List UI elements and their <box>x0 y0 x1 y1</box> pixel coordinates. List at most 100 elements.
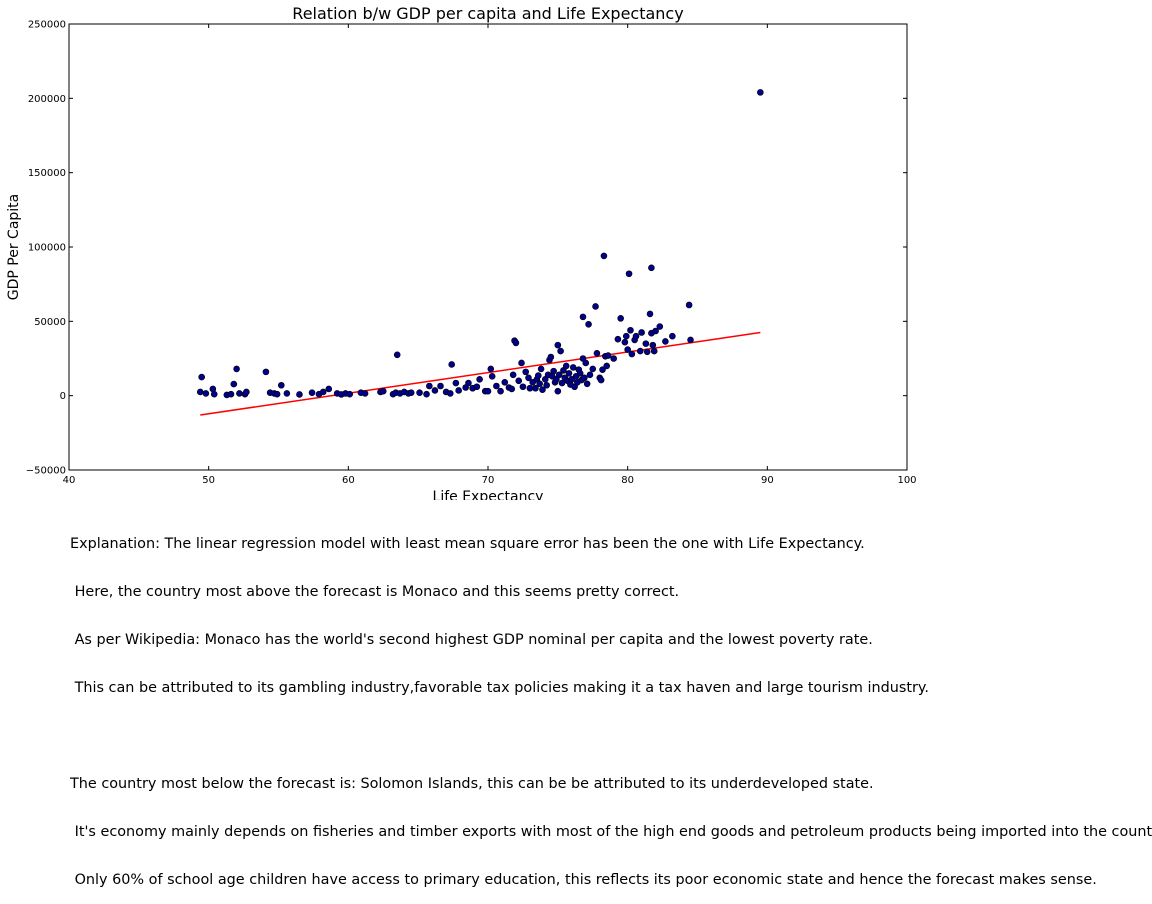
data-point <box>484 387 492 395</box>
data-point <box>379 387 387 395</box>
data-point <box>437 382 444 390</box>
data-point <box>593 349 601 357</box>
x-tick-label: 70 <box>482 475 495 486</box>
data-point <box>557 347 564 355</box>
data-point <box>554 341 562 349</box>
data-point <box>585 321 592 328</box>
x-axis-label: Life Expectancy <box>433 489 544 500</box>
data-point <box>283 390 291 397</box>
data-point <box>558 379 566 387</box>
data-point <box>627 326 634 334</box>
data-point <box>628 350 636 358</box>
data-point <box>624 346 631 353</box>
y-tick-label: 0 <box>60 391 66 402</box>
data-point <box>262 368 270 376</box>
data-point <box>210 390 218 398</box>
y-tick-label: 250000 <box>28 20 66 31</box>
scatter-chart: 40 50 60 70 80 90 100 −50000 0 50000 100000 150000 2… <box>6 4 917 500</box>
data-point <box>452 379 460 387</box>
data-point <box>509 371 517 379</box>
data-point <box>525 374 532 382</box>
data-point <box>656 323 664 330</box>
x-tick-label: 80 <box>621 475 634 486</box>
x-tick-label: 60 <box>342 475 355 486</box>
data-point <box>308 389 316 396</box>
data-point <box>617 315 624 322</box>
data-point <box>562 362 570 370</box>
y-axis-label: GDP Per Capita <box>6 194 22 300</box>
data-point <box>625 270 633 278</box>
data-point <box>586 371 594 379</box>
caption-blank-line <box>70 728 1150 744</box>
data-point <box>554 387 562 395</box>
data-point <box>600 252 608 260</box>
data-point <box>652 327 659 335</box>
x-tick-label: 50 <box>202 475 215 486</box>
y-tick-label: 200000 <box>28 94 66 105</box>
data-point <box>621 338 629 346</box>
data-point <box>393 351 401 359</box>
data-point <box>407 389 415 396</box>
data-point <box>273 390 281 398</box>
explanation-text: Explanation: The linear regression model… <box>70 504 1152 904</box>
data-point <box>597 376 605 384</box>
data-point <box>526 384 534 392</box>
data-point <box>518 359 525 367</box>
data-point <box>622 332 630 340</box>
data-point <box>196 388 204 396</box>
x-tick-label: 90 <box>761 475 774 486</box>
data-point <box>599 366 606 373</box>
data-point <box>455 387 462 394</box>
data-point <box>632 332 640 340</box>
data-point <box>646 310 654 318</box>
data-point <box>508 385 516 393</box>
data-point <box>198 373 205 381</box>
data-point <box>236 390 243 397</box>
data-point <box>643 348 651 356</box>
data-point <box>547 353 555 361</box>
data-point <box>569 364 577 371</box>
data-point <box>669 332 676 340</box>
x-tick-label: 100 <box>897 475 916 486</box>
data-point <box>534 372 542 379</box>
caption-line-3: As per Wikipedia: Monaco has the world's… <box>70 632 873 648</box>
data-point <box>649 341 657 349</box>
data-point <box>537 365 545 373</box>
data-point <box>325 385 333 393</box>
data-point <box>512 339 520 347</box>
caption-line-7: Only 60% of school age children have acc… <box>70 872 1097 888</box>
regression-line <box>200 331 761 416</box>
data-point <box>426 382 433 390</box>
data-point <box>592 303 599 310</box>
data-point <box>581 374 588 382</box>
y-tick-label: 50000 <box>34 317 66 328</box>
x-tick-label: 40 <box>63 475 76 486</box>
data-point <box>650 347 658 355</box>
data-point <box>642 340 650 347</box>
data-point <box>416 389 423 396</box>
data-point <box>536 380 543 388</box>
data-point <box>610 355 618 362</box>
data-point <box>614 335 622 343</box>
data-point <box>431 387 439 394</box>
caption-line-6: It's economy mainly depends on fisheries… <box>70 824 1152 840</box>
data-point <box>685 301 693 309</box>
data-point <box>579 313 587 321</box>
data-point <box>346 390 354 398</box>
y-tick-label: 100000 <box>28 243 66 254</box>
data-point <box>448 361 455 368</box>
data-point <box>230 380 238 388</box>
data-point <box>539 386 546 394</box>
data-point <box>296 391 303 398</box>
y-tick-label: −50000 <box>26 466 66 477</box>
data-point <box>638 329 645 336</box>
caption-line-1: Explanation: The linear regression model… <box>70 536 865 552</box>
data-point <box>576 370 584 377</box>
data-point <box>522 368 530 376</box>
caption-line-4: This can be attributed to its gambling i… <box>70 680 929 696</box>
data-point <box>233 365 240 373</box>
data-point <box>636 347 644 355</box>
data-point <box>446 390 454 397</box>
data-point <box>493 382 500 390</box>
data-point <box>515 377 523 385</box>
